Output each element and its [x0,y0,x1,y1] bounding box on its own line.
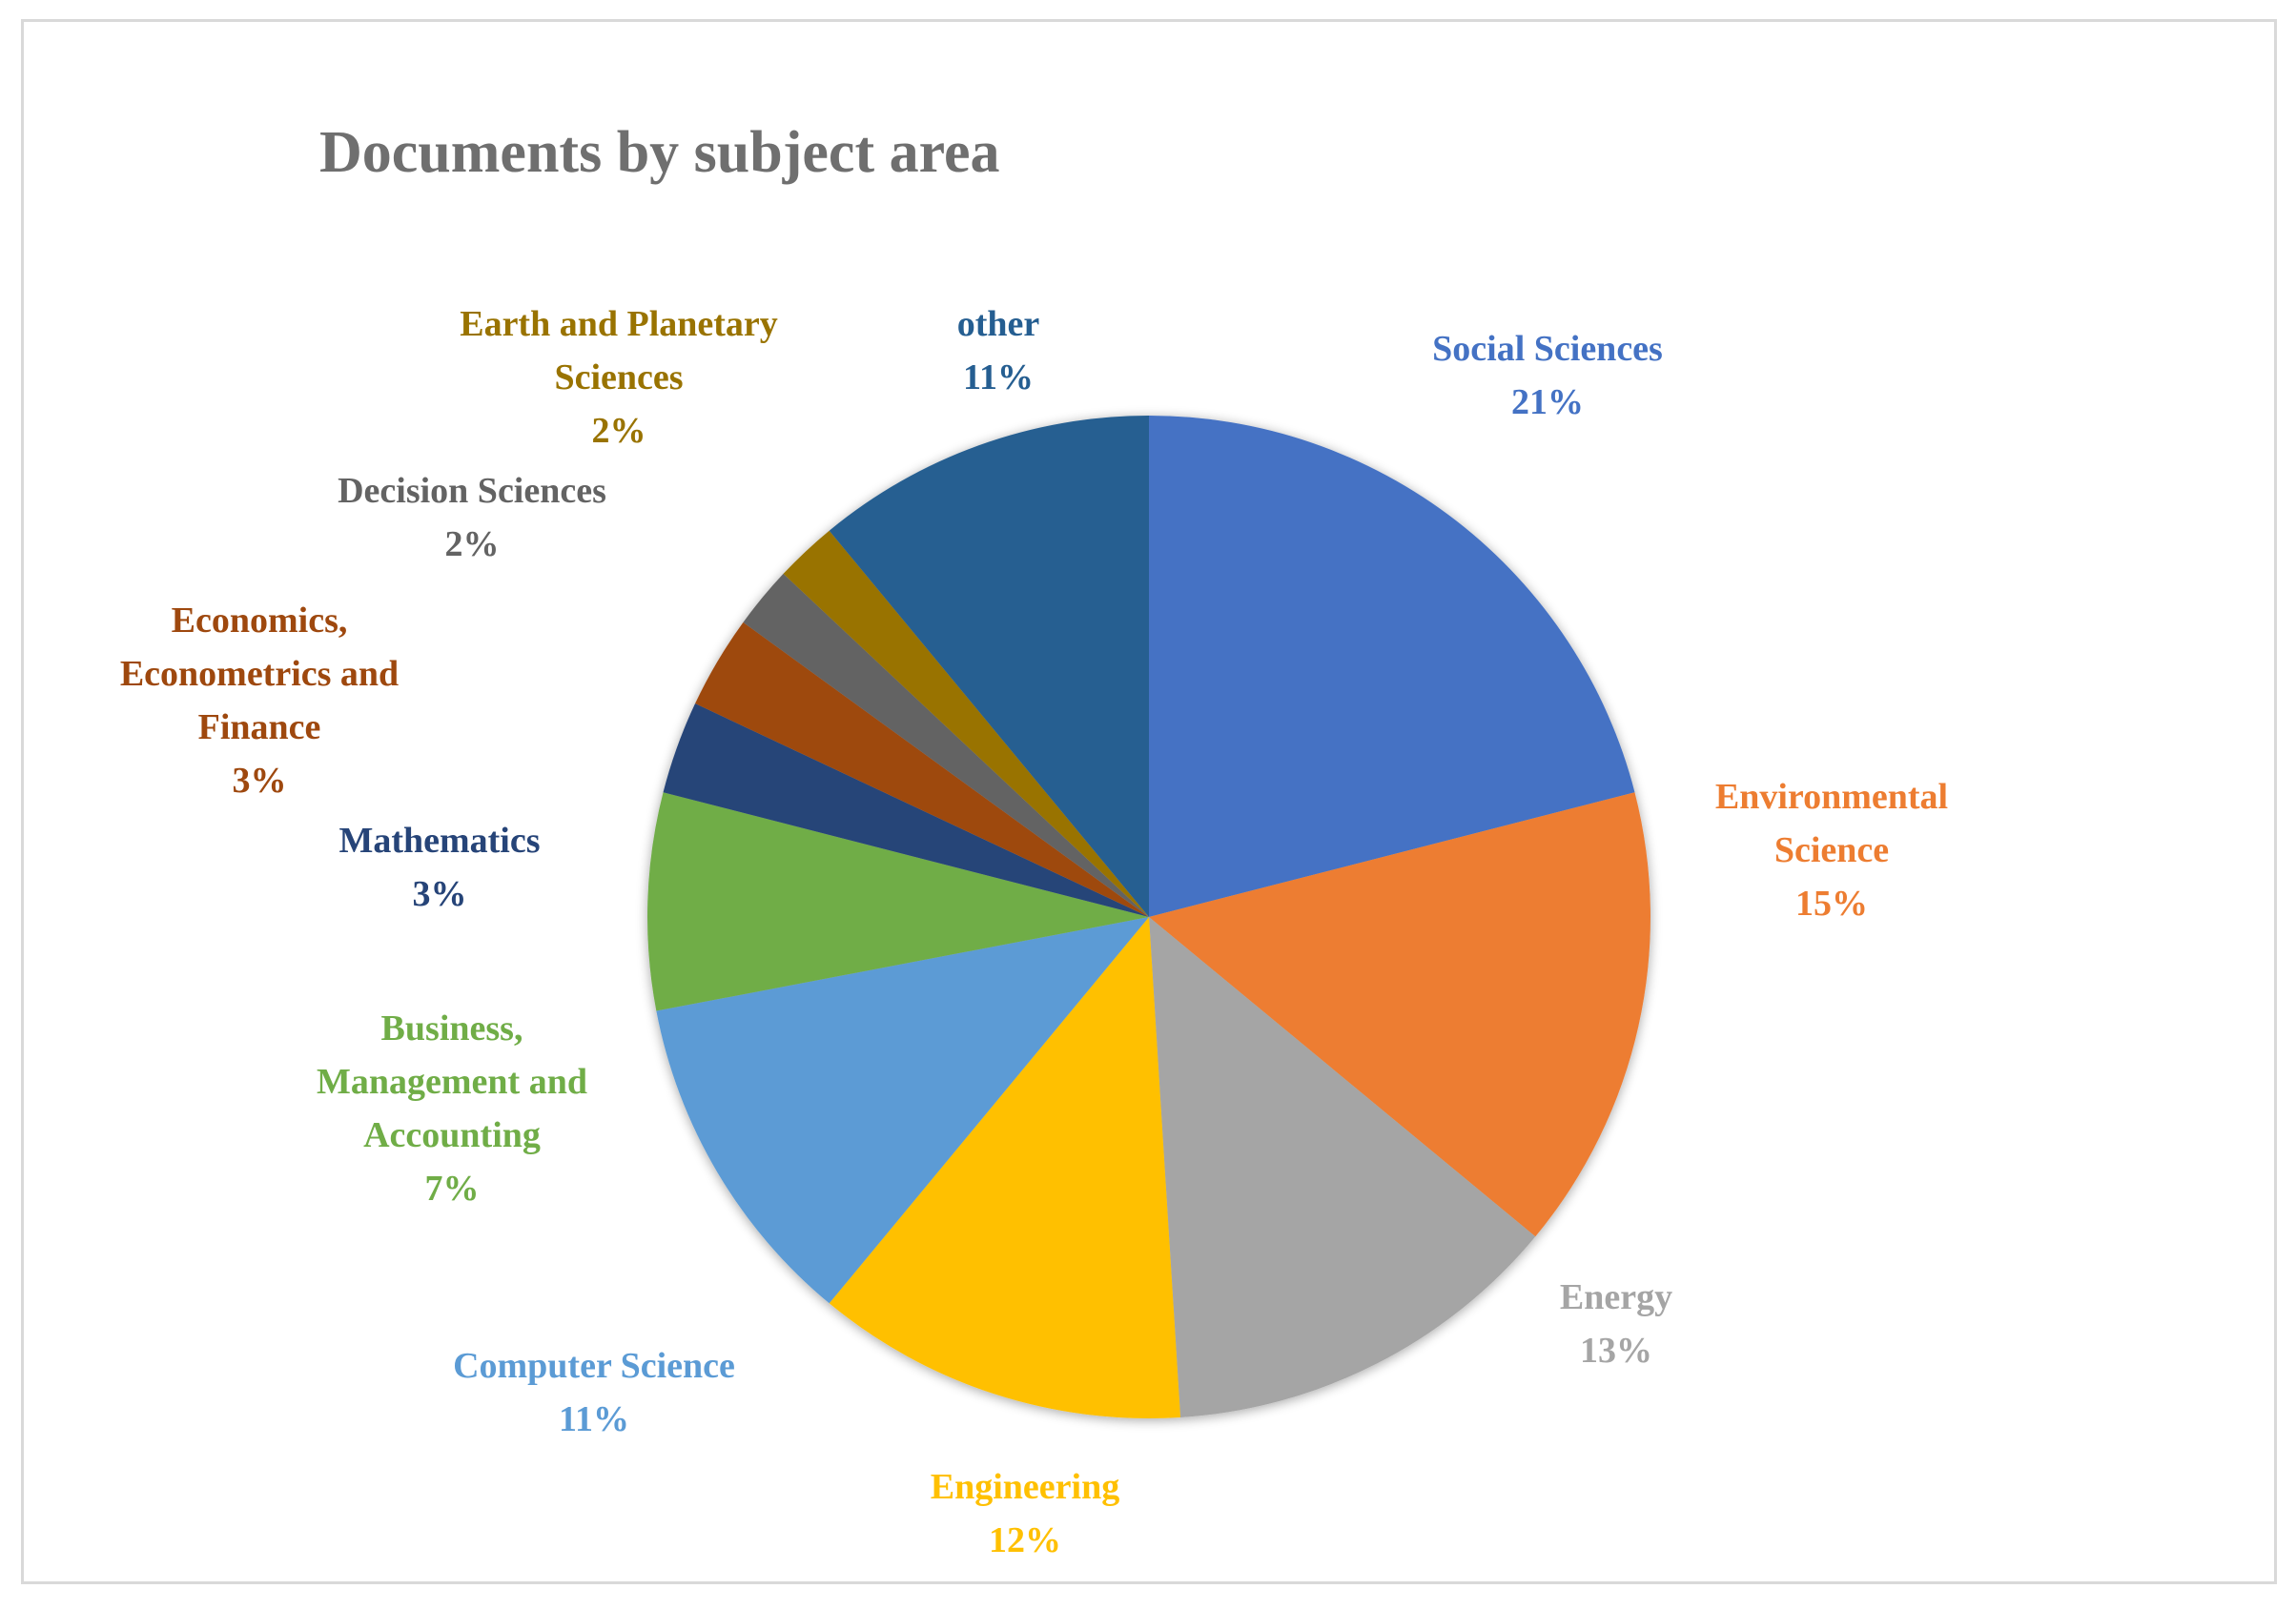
chart-title: Documents by subject area [319,120,1000,185]
pie-slice-business-management-and-accounting [647,792,1149,1011]
data-label-energy: Energy 13% [1560,1277,1672,1371]
data-label-computer-science: Computer Science 11% [453,1346,735,1439]
data-label-percent: 2% [445,524,500,564]
data-label-percent: 3% [233,761,287,801]
data-label-percent: 7% [425,1169,480,1209]
data-label-business-management-and-accounting: Business, Management and Accounting 7% [317,1008,587,1209]
data-label-category: Energy [1560,1277,1672,1317]
data-label-percent: 11% [559,1399,629,1439]
pie-slice-environmental-science [1149,792,1650,1237]
data-label-social-sciences: Social Sciences 21% [1432,329,1663,422]
data-label-category: Decision Sciences [338,471,606,511]
pie-slice-economics-econometrics-and-finance [695,621,1149,917]
data-label-category: Mathematics [338,821,540,861]
pie-slice-mathematics [663,703,1149,917]
data-label-percent: 21% [1511,382,1584,422]
pie-slice-energy [1149,917,1536,1417]
data-label-category: Engineering [931,1467,1119,1507]
data-label-percent: 15% [1795,884,1868,924]
data-label-category: Computer Science [453,1346,735,1386]
data-label-category: Econometrics and [120,654,399,694]
data-label-environmental-science: Environmental Science 15% [1715,777,1948,924]
pie-slice-earth-and-planetary-sciences [783,530,1149,917]
data-label-engineering: Engineering 12% [931,1467,1119,1560]
data-label-category: Accounting [363,1115,541,1155]
data-label-percent: 3% [413,874,467,914]
data-label-mathematics: Mathematics 3% [338,821,540,914]
data-label-percent: 12% [989,1520,1061,1560]
data-label-category: Economics, [172,601,348,641]
data-label-category: Finance [198,707,321,747]
data-label-percent: 13% [1580,1331,1652,1371]
pie-slice-decision-sciences [743,573,1149,917]
data-label-category: Management and [317,1062,587,1102]
pie-slices [647,416,1650,1418]
pie-slice-computer-science [656,917,1149,1304]
data-label-category: Social Sciences [1432,329,1663,369]
data-label-category: other [957,304,1040,344]
data-label-category: Environmental [1715,777,1948,817]
pie-slice-engineering [829,917,1181,1418]
data-label-decision-sciences: Decision Sciences 2% [338,471,606,564]
data-label-category: Sciences [554,357,683,397]
data-label-percent: 11% [963,357,1034,397]
data-labels: Social Sciences 21% Environmental Science 15… [120,304,1948,1560]
data-label-category: Business, [381,1008,523,1049]
data-label-economics-econometrics-and-finance: Economics, Econometrics and Finance 3% [120,601,399,801]
data-label-other: other 11% [957,304,1040,397]
data-label-category: Earth and Planetary [460,304,778,344]
pie-slice-other [829,416,1149,917]
data-label-category: Science [1774,830,1889,870]
data-label-percent: 2% [592,411,646,451]
data-label-earth-and-planetary-sciences: Earth and Planetary Sciences 2% [460,304,778,451]
pie-slice-social-sciences [1149,416,1635,917]
